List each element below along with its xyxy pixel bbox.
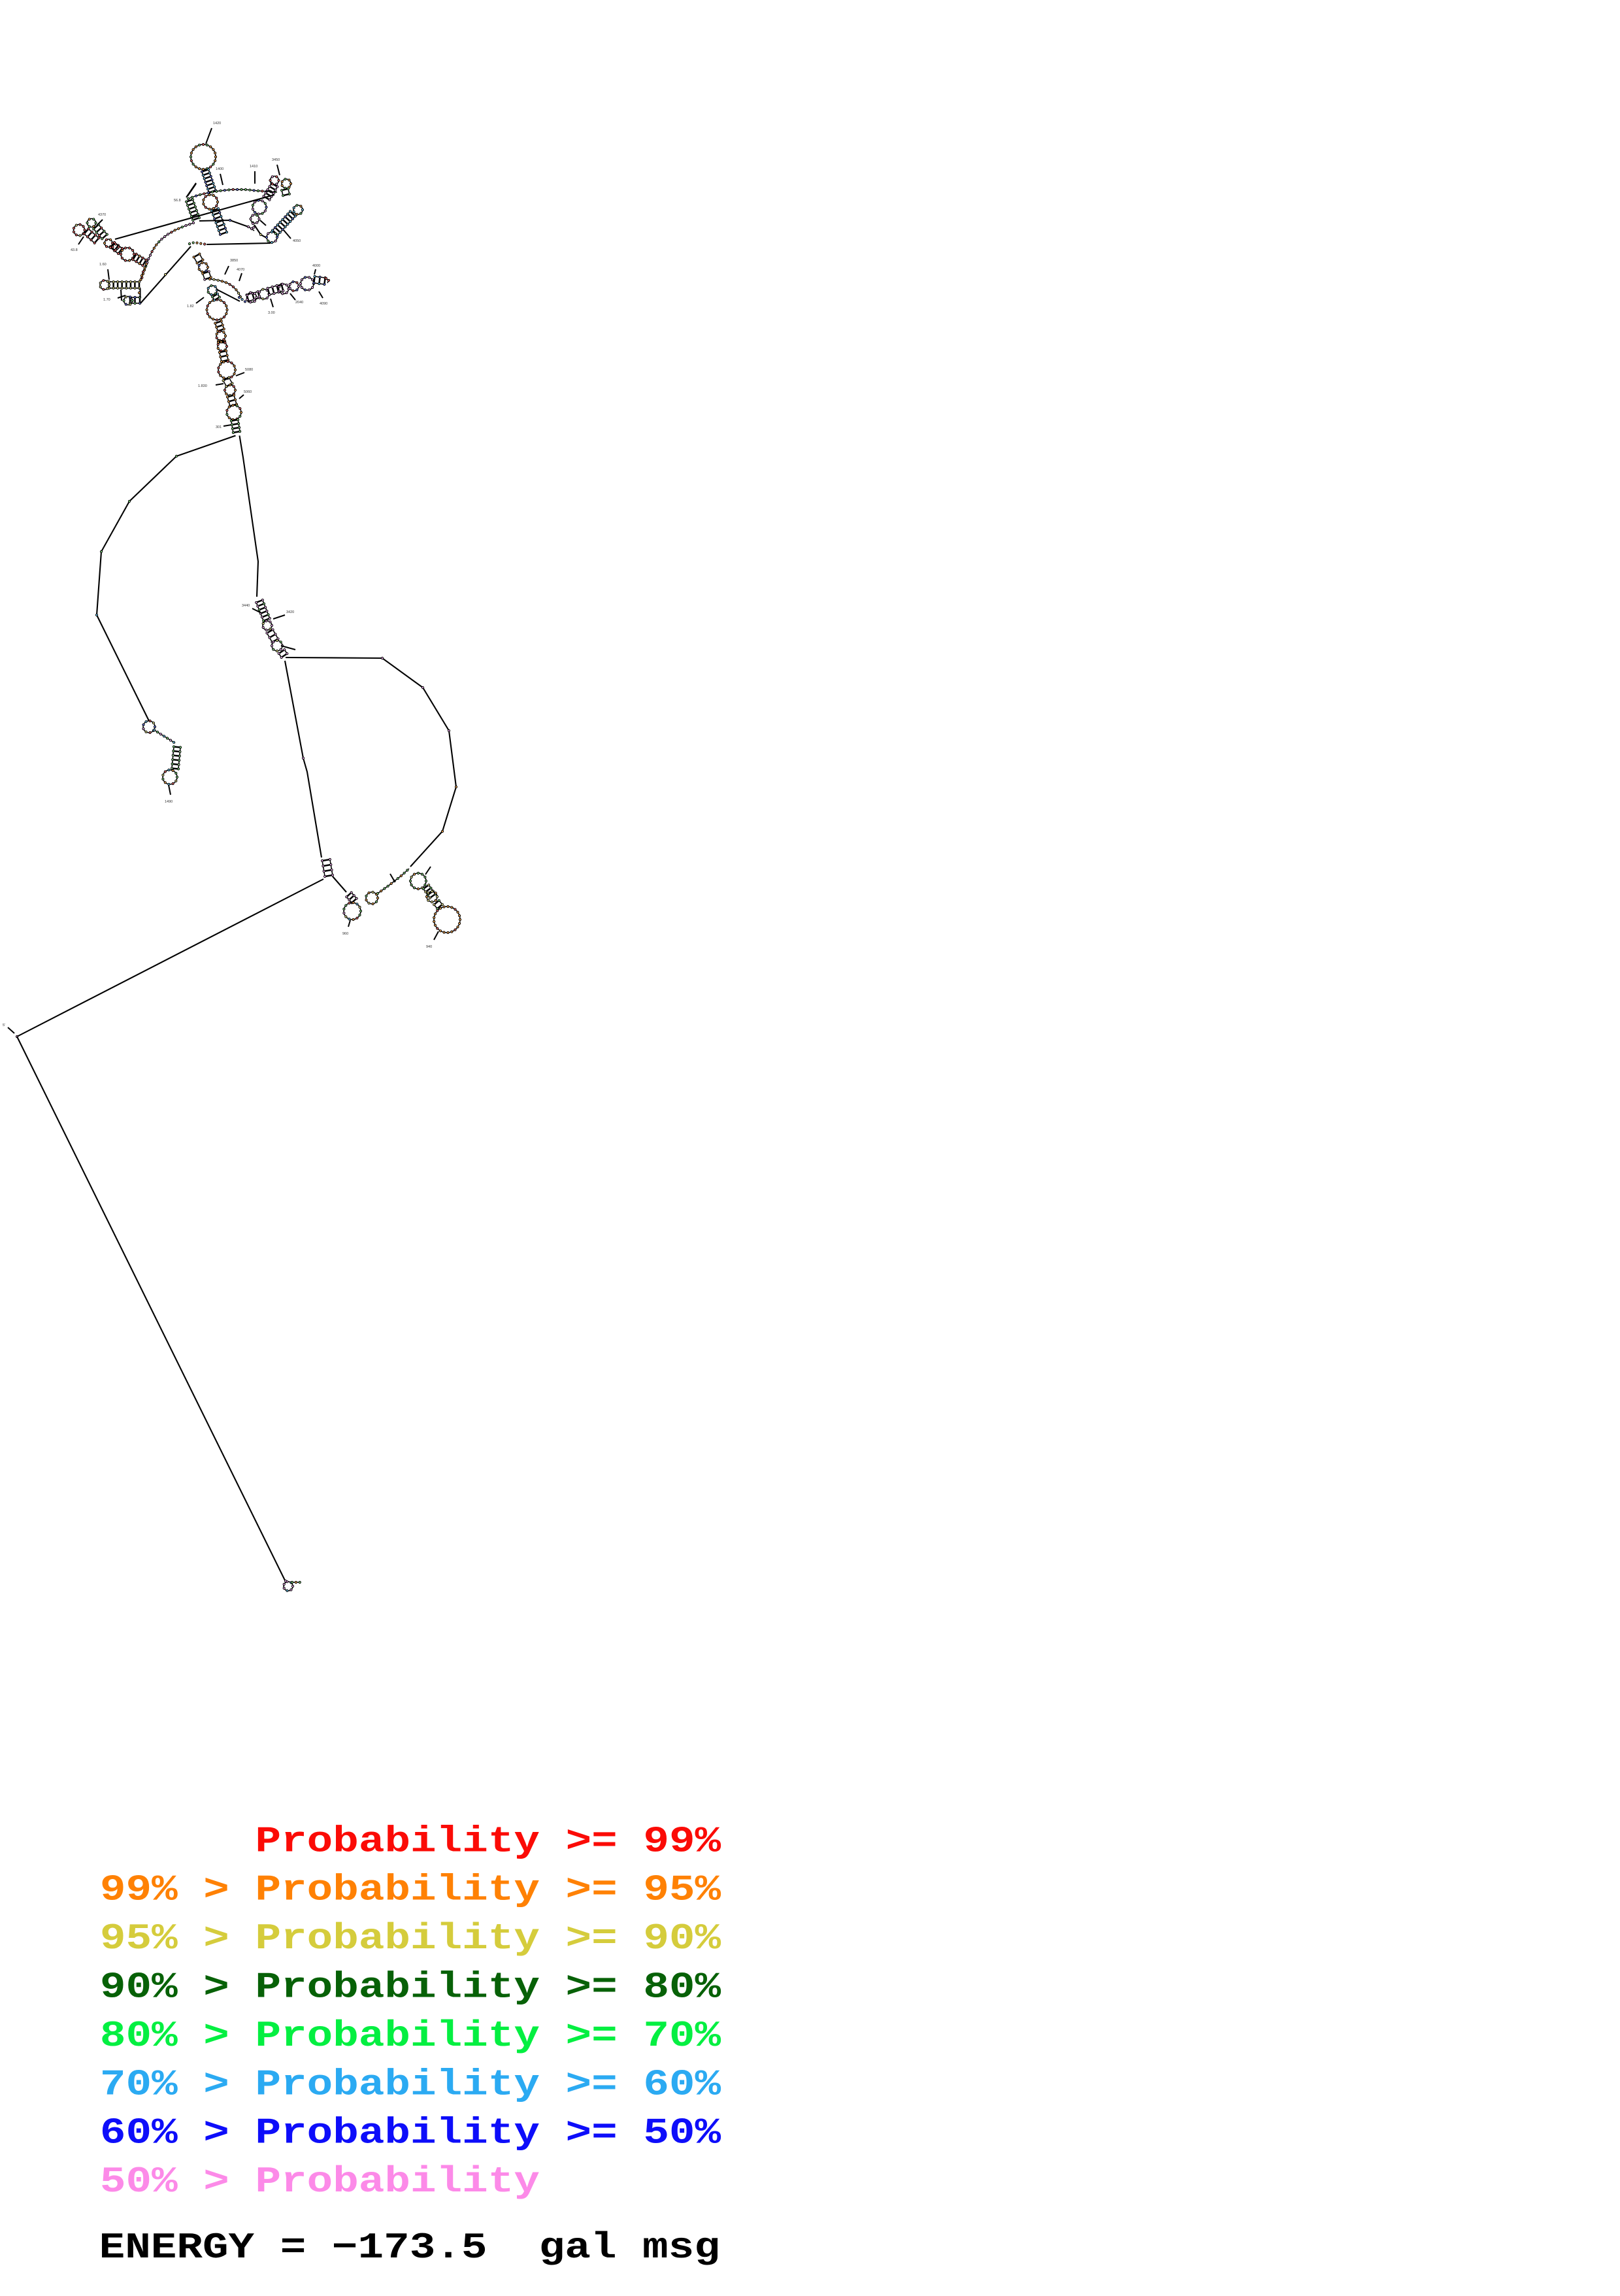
- svg-text:1.70: 1.70: [103, 298, 110, 302]
- svg-text:5060: 5060: [244, 390, 252, 394]
- svg-text:1.82: 1.82: [187, 305, 194, 308]
- svg-text:99% > Probability >= 95%: 99% > Probability >= 95%: [100, 1870, 721, 1911]
- svg-text:1420: 1420: [213, 122, 221, 125]
- svg-text:5080: 5080: [245, 368, 253, 372]
- svg-text:ENERGY = −173.5 gal msg: ENERGY = −173.5 gal msg: [99, 2228, 720, 2269]
- svg-text:3.00: 3.00: [268, 311, 275, 315]
- svg-text:1400: 1400: [216, 167, 223, 171]
- svg-text:70% > Probability >= 60%: 70% > Probability >= 60%: [100, 2065, 721, 2106]
- svg-text:2040: 2040: [295, 301, 303, 305]
- svg-text:56.8: 56.8: [174, 199, 181, 203]
- svg-text:1.830: 1.830: [198, 384, 207, 388]
- svg-text:50% > Probability: 50% > Probability: [100, 2162, 540, 2203]
- svg-text:4050: 4050: [293, 239, 301, 243]
- svg-text:4070: 4070: [237, 268, 244, 272]
- svg-text:1410: 1410: [250, 165, 257, 169]
- svg-text:301: 301: [216, 425, 222, 429]
- svg-text:3450: 3450: [272, 158, 280, 162]
- svg-text:3440: 3440: [242, 604, 250, 608]
- svg-text:60% > Probability >= 50%: 60% > Probability >= 50%: [100, 2113, 721, 2154]
- svg-text:1490: 1490: [165, 800, 173, 804]
- svg-text:1.60: 1.60: [99, 263, 107, 267]
- svg-text:940: 940: [426, 945, 432, 949]
- svg-text:43.8: 43.8: [71, 248, 78, 252]
- svg-text:3420: 3420: [286, 610, 294, 614]
- svg-text:90% > Probability >= 80%: 90% > Probability >= 80%: [100, 1967, 721, 2008]
- svg-text:4000: 4000: [312, 264, 320, 268]
- svg-text:Probability >= 99%: Probability >= 99%: [256, 1822, 721, 1863]
- svg-text:3850: 3850: [230, 259, 238, 263]
- svg-text:4090: 4090: [320, 302, 327, 306]
- svg-text:4370: 4370: [98, 213, 106, 217]
- svg-text:80% > Probability >= 70%: 80% > Probability >= 70%: [100, 2016, 721, 2057]
- svg-text:5': 5': [3, 1023, 5, 1027]
- svg-text:95% > Probability >= 90%: 95% > Probability >= 90%: [100, 1919, 721, 1960]
- svg-text:960: 960: [342, 932, 348, 936]
